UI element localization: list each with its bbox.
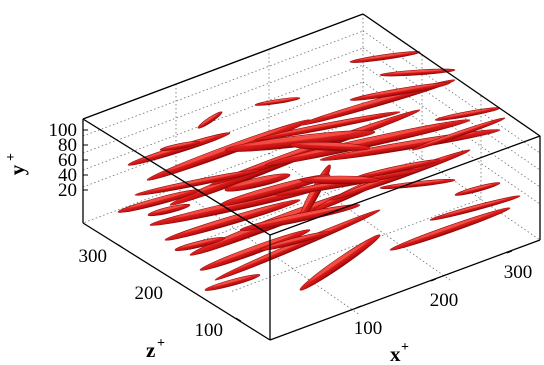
vortex-structure [174, 237, 226, 251]
vortex-structure [454, 182, 501, 196]
y-axis-label: y [5, 164, 29, 175]
isosurface-structures [117, 51, 521, 291]
vortex-highlight [256, 207, 343, 226]
vortex-highlight [183, 204, 281, 234]
y-axis: 100 80 60 40 20 y + [4, 120, 77, 201]
z-tick-label: 200 [135, 283, 164, 304]
vortex-highlight [301, 143, 359, 147]
y-tick-label: 20 [58, 180, 77, 201]
z-tick-label: 300 [79, 246, 108, 267]
vortex-highlight [311, 177, 369, 180]
z-axis: 300 200 100 z + [79, 246, 224, 362]
vortex-highlight [245, 132, 354, 146]
vortex-highlight [214, 234, 295, 264]
y-axis-label-sup: + [4, 153, 19, 161]
x-axis: 100 200 300 x + [354, 262, 533, 365]
x-axis-label-sup: + [401, 340, 409, 355]
vortex-highlight [275, 114, 380, 136]
vortex-highlight [269, 233, 320, 247]
vortex-highlight [129, 191, 189, 208]
vortex-highlight [359, 52, 411, 60]
vortex-highlight [363, 84, 436, 97]
y-tick-label: 40 [58, 165, 77, 186]
tick-marks [83, 129, 513, 322]
vortex-structure [349, 82, 451, 101]
vortex-structure [134, 169, 261, 196]
vortex-structure [239, 204, 361, 231]
vortex-highlight [442, 198, 508, 216]
vortex-structure [259, 231, 331, 251]
x-tick-label: 200 [430, 290, 459, 311]
vortex-structure [147, 203, 191, 217]
vortex-highlight [443, 108, 491, 118]
vortex-structure [117, 189, 201, 213]
vortex-highlight [152, 172, 243, 191]
vortex-structure [349, 51, 421, 63]
vortex-highlight [310, 241, 368, 281]
vortex-structure [299, 234, 381, 291]
vortex-structure [199, 229, 311, 271]
vortex-highlight [461, 183, 494, 193]
vortex-highlight [165, 142, 195, 149]
x-tick-label: 100 [354, 318, 383, 339]
vortex-structure [254, 111, 401, 141]
y-tick-label: 80 [58, 135, 77, 156]
vortex-highlight [153, 205, 184, 213]
vortex-structure [197, 111, 223, 129]
vortex-highlight [181, 238, 218, 248]
vortex-highlight [212, 276, 253, 287]
vortex-highlight [261, 98, 294, 104]
vortex-structure [389, 207, 511, 251]
x-axis-label: x [390, 342, 401, 365]
vortex-highlight [390, 69, 445, 74]
y-tick-label: 100 [49, 120, 78, 141]
z-axis-label-sup: + [157, 336, 165, 351]
vortex-structure [429, 195, 521, 221]
vortex-highlight [200, 113, 219, 126]
vortex-structure [224, 173, 291, 192]
vortex-highlight [366, 161, 428, 175]
vortex-structure [299, 175, 381, 185]
z-axis-label: z [146, 338, 155, 362]
vortex-structure [164, 199, 301, 241]
vortex-structure [411, 117, 506, 151]
vortex-highlight [233, 175, 281, 187]
vortex-structure [204, 274, 261, 291]
box-outline [82, 13, 541, 341]
x-tick-label: 300 [504, 262, 533, 283]
vortex-highlight [424, 121, 492, 145]
back-grid [82, 13, 541, 316]
z-tick-label: 100 [195, 320, 224, 341]
vortex-highlight [406, 212, 493, 243]
y-tick-label: 60 [58, 150, 77, 171]
vortex-highlight [390, 180, 445, 187]
vortex-highlight [234, 177, 315, 200]
